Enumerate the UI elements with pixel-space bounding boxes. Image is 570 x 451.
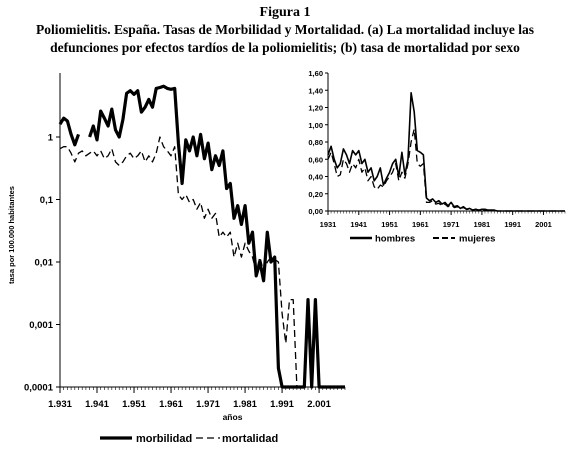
chart-b-y-tick-label: 1,40	[308, 86, 323, 95]
chart-b-y-tick-label: 1,00	[308, 121, 323, 130]
chart-b-y-tick-label: 1,20	[308, 104, 323, 113]
figure-label: Figura 1	[259, 5, 311, 20]
chart-b-y-tick-label: 0,40	[308, 173, 323, 182]
chart-b-y-tick-label: 0,20	[308, 190, 323, 199]
chart-b-x-tick-label: 1991	[504, 220, 521, 229]
chart-a-legend-label-mortalidad: mortalidad	[222, 433, 278, 445]
chart-a-x-tick-label: 1.991	[270, 399, 294, 410]
chart-a-series-mortalidad-line	[59, 136, 301, 388]
chart-b-series-hombres-line	[327, 92, 565, 212]
chart-a-legend-label-morbilidad: morbilidad	[136, 433, 192, 445]
chart-a-series-morbilidad-line-1	[88, 84, 345, 389]
chart-b-x-tick-label: 1981	[474, 220, 491, 229]
chart-b-y-tick-label: 0,80	[308, 138, 323, 147]
chart-a-y-tick-label: 0,001	[29, 320, 53, 331]
chart-b-mortality-by-sex: 0,00 0,20 0,40 0,60 0,80 1,00 1,20 1,40 1,60 1931…	[308, 69, 566, 245]
chart-a-x-tick-label: 1.931	[48, 399, 72, 410]
chart-a-series-morbilidad-line	[58, 116, 81, 147]
chart-b-x-tick-label: 1931	[320, 220, 337, 229]
chart-b-x-tick-label: 1961	[412, 220, 429, 229]
chart-b-y-tick-label: 0,60	[308, 155, 323, 164]
chart-a-x-tick-label: 2.001	[307, 399, 331, 410]
chart-b-x-tick-label: 2001	[535, 220, 552, 229]
chart-b-x-tick-label: 1971	[443, 220, 460, 229]
chart-a-x-tick-label: 1.941	[85, 399, 109, 410]
chart-b-x-tick-label: 1951	[381, 220, 398, 229]
chart-a-y-tick-label: 1	[48, 133, 54, 144]
chart-b-legend-label-mujeres: mujeres	[459, 234, 495, 245]
chart-a-y-tick-label: 0,0001	[24, 383, 54, 394]
chart-b-y-tick-label: 0,00	[308, 207, 323, 216]
chart-b-legend-label-hombres: hombres	[375, 234, 415, 245]
chart-a-x-tick-label: 1.971	[196, 399, 220, 410]
chart-b-x-tick-label: 1941	[350, 220, 367, 229]
chart-a-y-axis-label: tasa por 100.000 habitantes	[7, 186, 16, 284]
caption-line-2: defunciones por efectos tardíos de la po…	[50, 40, 520, 55]
chart-a-x-tick-label: 1.951	[122, 399, 146, 410]
chart-a-morbidity-mortality: 0,0001 0,001 0,01 0,1 1 1.931 1.941 1.951 1.961 1…	[7, 73, 346, 445]
chart-b-series-mujeres-line	[327, 128, 565, 212]
chart-a-x-tick-label: 1.981	[233, 399, 257, 410]
chart-b-y-tick-label: 1,60	[308, 69, 323, 78]
caption-line-1: Poliomielitis. España. Tasas de Morbilid…	[35, 22, 535, 37]
chart-a-y-tick-label: 0,01	[35, 258, 54, 269]
chart-a-x-tick-label: 1.961	[159, 399, 183, 410]
chart-a-y-tick-label: 0,1	[40, 195, 54, 206]
chart-a-x-axis-label: años	[223, 412, 243, 422]
